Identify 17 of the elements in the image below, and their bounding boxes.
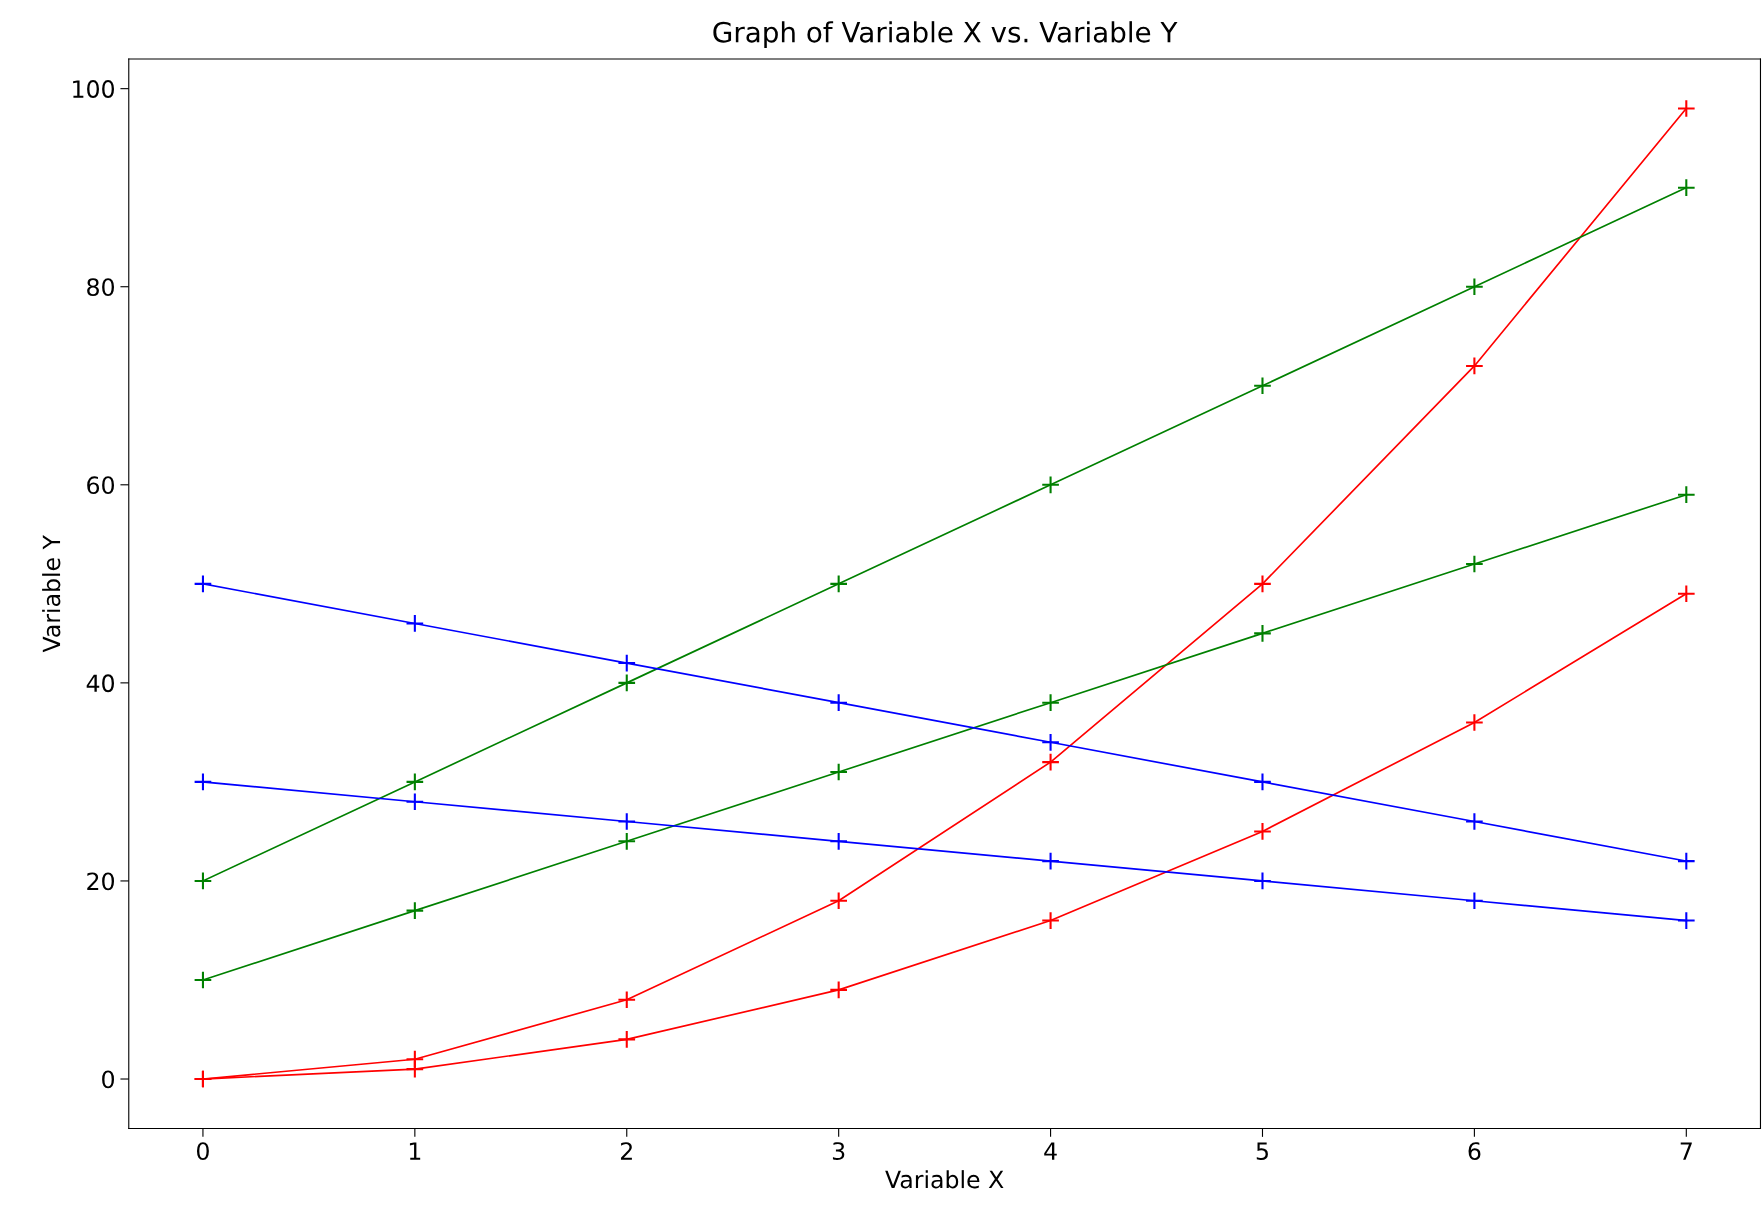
x-tick-label: 7 <box>1680 1142 1692 1160</box>
y-tick-label: 80 <box>87 278 115 297</box>
y-tick-label: 60 <box>87 476 115 495</box>
y-tick-label: 0 <box>102 1070 115 1089</box>
y-tick-label: 100 <box>73 80 115 98</box>
y-axis-title: Variable Y <box>42 534 61 653</box>
x-tick-label: 0 <box>196 1142 209 1160</box>
x-tick-label: 5 <box>1256 1142 1268 1160</box>
x-tick-label: 2 <box>620 1142 632 1160</box>
x-tick-label: 3 <box>832 1142 845 1160</box>
x-tick-label: 4 <box>1044 1142 1057 1160</box>
y-tick-label: 40 <box>86 674 115 693</box>
x-tick-label: 1 <box>409 1142 421 1160</box>
x-tick-label: 6 <box>1468 1142 1481 1160</box>
y-tick-label: 20 <box>87 872 115 891</box>
chart-title: Graph of Variable X vs. Variable Y <box>713 21 1178 49</box>
x-axis-title: Variable X <box>885 1170 1004 1189</box>
